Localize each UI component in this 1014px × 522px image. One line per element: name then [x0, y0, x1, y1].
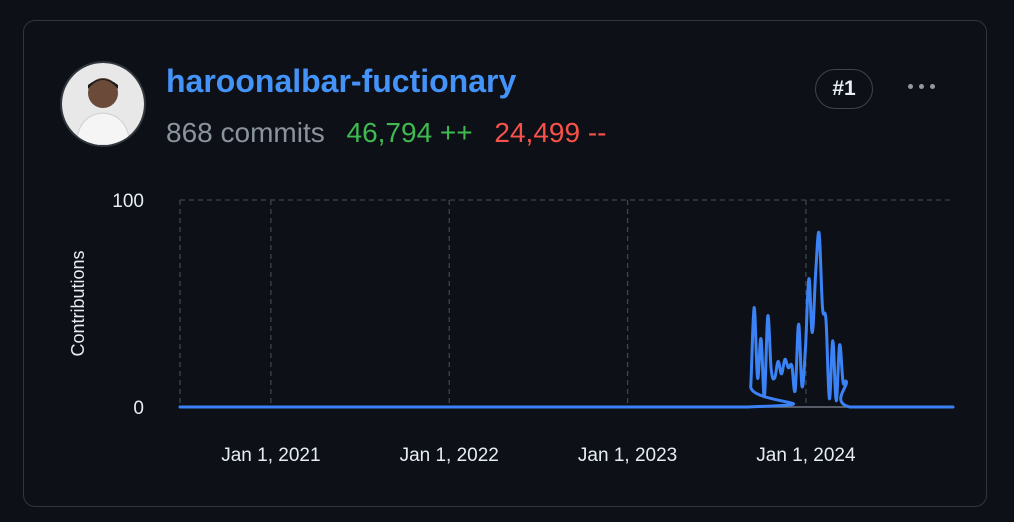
- contributor-card: haroonalbar-fuctionary 868 commits 46,79…: [23, 20, 987, 507]
- x-tick-label: Jan 1, 2022: [400, 445, 499, 466]
- dot: [918, 83, 924, 89]
- y-tick-label: 100: [112, 191, 144, 212]
- x-tick-label: Jan 1, 2023: [578, 445, 677, 466]
- additions-count: 46,794 ++: [346, 117, 473, 148]
- contributor-username-link[interactable]: haroonalbar-fuctionary: [166, 63, 517, 99]
- avatar-image: [62, 63, 144, 145]
- y-axis-label: Contributions: [68, 250, 88, 356]
- contributor-stats: 868 commits 46,794 ++ 24,499 --: [166, 117, 620, 149]
- x-tick-label: Jan 1, 2021: [221, 445, 320, 466]
- dot: [907, 83, 913, 89]
- contributions-chart: Jan 1, 2021 Jan 1, 2022 Jan 1, 2023 Jan 1, …: [68, 191, 955, 466]
- commit-count[interactable]: 868 commits: [166, 117, 325, 148]
- avatar[interactable]: [60, 61, 146, 147]
- rank-badge: #1: [815, 69, 873, 109]
- contributions-series-line: [178, 230, 955, 409]
- x-tick-label: Jan 1, 2024: [756, 445, 856, 466]
- y-tick-label: 0: [133, 398, 144, 419]
- dot: [929, 83, 935, 89]
- deletions-count: 24,499 --: [494, 117, 607, 148]
- kebab-menu-icon[interactable]: [896, 71, 946, 101]
